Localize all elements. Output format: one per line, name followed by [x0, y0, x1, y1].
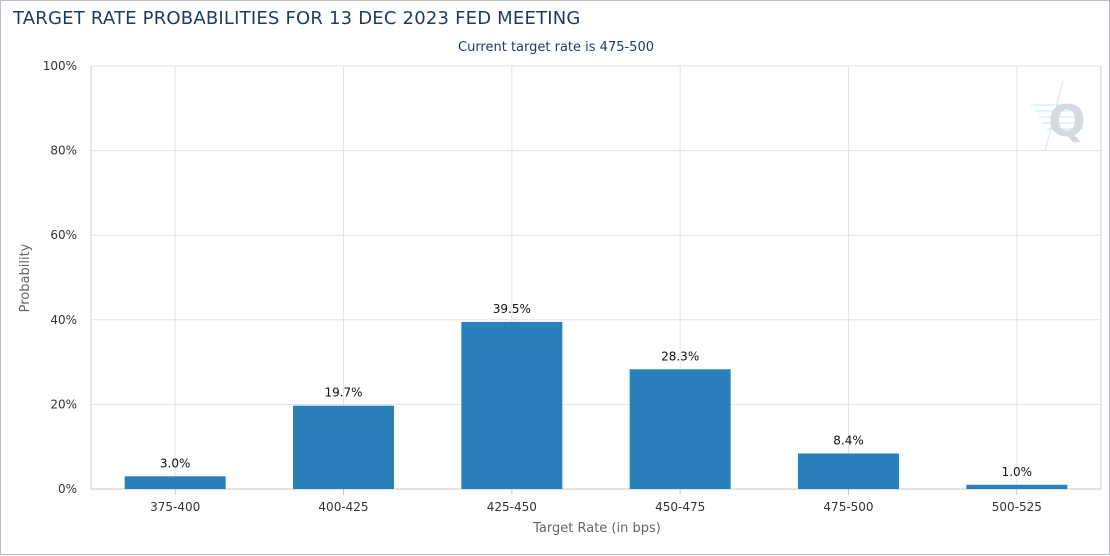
y-tick-label: 20%	[50, 397, 77, 411]
bar-series	[124, 321, 1068, 489]
logo-icon: Q	[1031, 80, 1086, 152]
bar-500-525	[966, 484, 1068, 489]
x-tick-label: 425-450	[487, 500, 537, 514]
logo-letter: Q	[1048, 96, 1085, 147]
grid-lines	[90, 65, 1102, 490]
data-label: 19.7%	[324, 386, 362, 400]
y-tick-label: 100%	[43, 59, 77, 73]
y-axis-ticks: 0% 20% 40% 60% 80% 100%	[43, 59, 77, 496]
x-axis-ticks: 375-400 400-425 425-450 450-475 475-500 500-5…	[150, 489, 1042, 514]
y-axis-title: Probability	[18, 243, 33, 312]
x-tick-label: 375-400	[150, 500, 200, 514]
data-label: 3.0%	[160, 456, 191, 470]
bar-475-500	[798, 453, 899, 489]
x-tick-label: 475-500	[823, 500, 873, 514]
x-tick-label: 450-475	[655, 500, 705, 514]
chart-title: TARGET RATE PROBABILITIES FOR 13 DEC 202…	[13, 8, 581, 29]
y-tick-label: 0%	[58, 482, 77, 496]
data-label: 8.4%	[833, 433, 864, 447]
data-label: 39.5%	[493, 302, 531, 316]
x-tick-label: 400-425	[318, 500, 368, 514]
chart-subtitle: Current target rate is 475-500	[458, 40, 654, 55]
data-label: 28.3%	[661, 349, 699, 363]
y-tick-label: 60%	[50, 228, 77, 242]
bar-400-425	[293, 405, 394, 489]
y-tick-label: 80%	[50, 144, 77, 158]
bar-425-450	[461, 321, 563, 489]
data-labels: 3.0% 19.7% 39.5% 28.3% 8.4% 1.0%	[160, 302, 1032, 479]
data-label: 1.0%	[1002, 465, 1033, 479]
bar-450-475	[629, 369, 731, 489]
bar-375-400	[124, 476, 226, 489]
x-axis-title: Target Rate (in bps)	[532, 521, 661, 536]
x-tick-label: 500-525	[992, 500, 1042, 514]
y-tick-label: 40%	[50, 313, 77, 327]
